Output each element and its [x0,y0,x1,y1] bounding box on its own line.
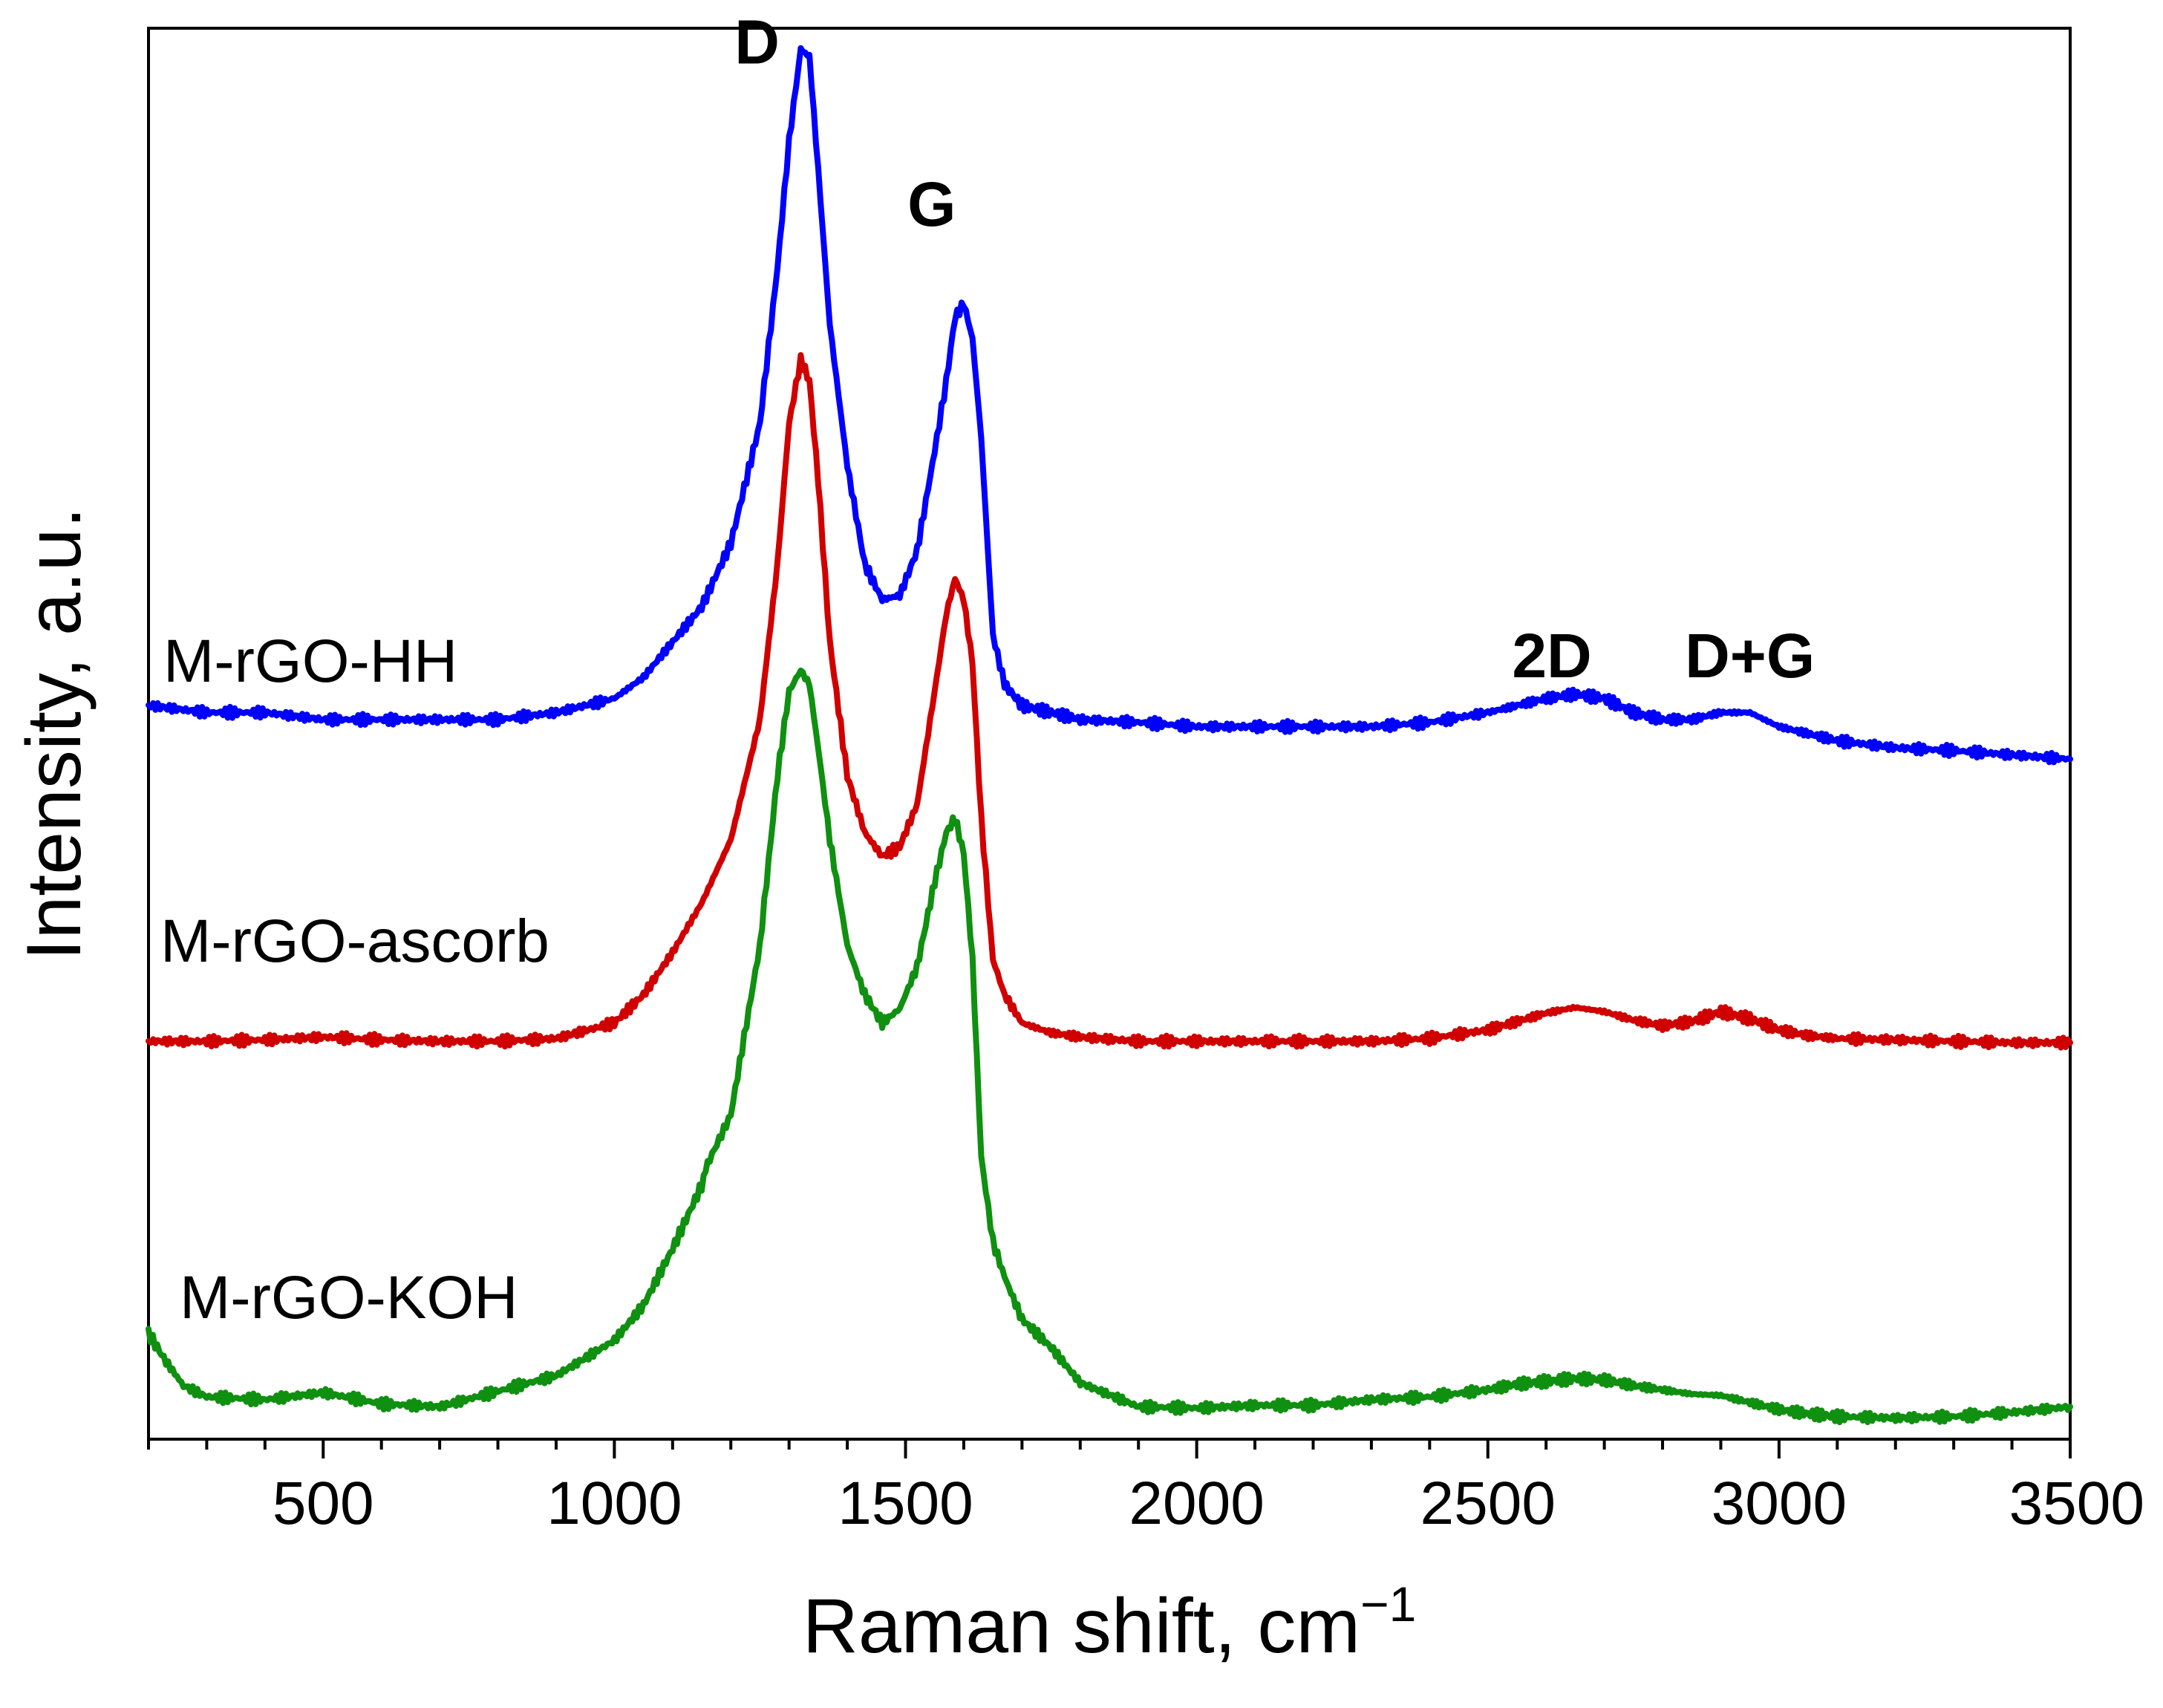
y-axis-title: Intensity, a.u. [11,507,97,961]
x-tick-label: 1500 [838,1470,973,1537]
peak-label-g: G [907,169,956,239]
series-line-m-rgo-hh [146,45,2073,766]
x-tick-label: 2000 [1129,1470,1264,1537]
x-axis-ticks: 500 1000 1500 2000 2500 3000 3500 [147,1439,2144,1537]
series-line-m-rgo-ascorb [146,352,2073,1051]
x-tick-label: 2500 [1420,1470,1556,1537]
x-axis-title: Raman shift, cm−1 [803,1577,1417,1669]
x-axis-title-text: Raman shift, cm [803,1583,1360,1669]
series-label-ascorb: M-rGO-ascorb [160,907,549,975]
peak-label-d: D [734,7,780,77]
peak-label-dplusg: D+G [1685,621,1815,691]
peak-label-2d: 2D [1512,621,1591,691]
x-tick-label: 3500 [2009,1470,2144,1537]
series-line-m-rgo-koh [146,667,2073,1426]
series-label-koh: M-rGO-KOH [180,1264,518,1331]
peak-annotations: D G 2D D+G [734,7,1815,691]
series-group [146,45,2073,1426]
plot-frame [147,27,2072,1441]
series-label-hh: M-rGO-HH [163,628,457,695]
x-axis-title-superscript: −1 [1360,1577,1416,1632]
x-tick-label: 500 [273,1470,374,1537]
x-tick-label: 1000 [547,1470,682,1537]
x-tick-label: 3000 [1712,1470,1847,1537]
